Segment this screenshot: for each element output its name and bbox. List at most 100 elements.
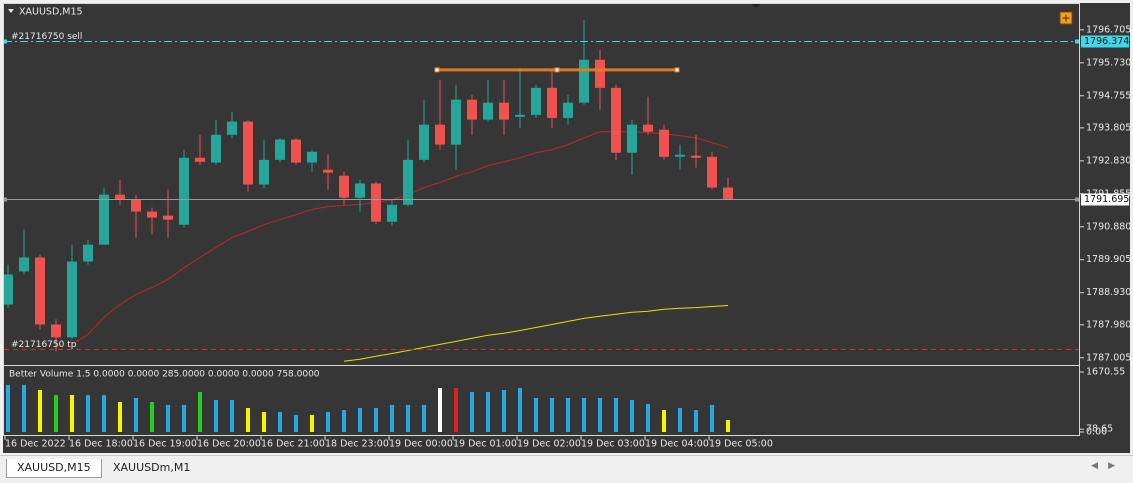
- volume-bar: [406, 404, 410, 432]
- candle-body: [371, 183, 381, 222]
- chart-background: [3, 3, 1130, 453]
- candle-body: [467, 99, 477, 120]
- volume-bar: [454, 388, 458, 432]
- level-marker: [4, 39, 7, 44]
- candle-body: [499, 102, 509, 120]
- candle-body: [227, 121, 237, 135]
- candle-body: [611, 87, 621, 153]
- y-tick-label: 1787.005: [1086, 352, 1131, 363]
- volume-bar: [38, 390, 42, 432]
- y-tick-label: 1788.930: [1086, 287, 1131, 298]
- candle-body: [259, 159, 269, 185]
- candle-body: [307, 151, 317, 163]
- candle-body: [19, 257, 29, 272]
- plot-frame: [3, 3, 1080, 436]
- tab-scroll[interactable]: ◀▶: [1091, 461, 1125, 471]
- volume-bar: [230, 399, 234, 432]
- volume-bar: [310, 415, 314, 432]
- candle-body: [355, 183, 365, 198]
- volume-bar: [102, 395, 106, 432]
- level-axis-box: [1081, 35, 1129, 48]
- volume-bar: [198, 391, 202, 432]
- volume-bar: [486, 391, 490, 432]
- x-tick-label: 16 Dec 20:00: [197, 439, 261, 450]
- candle-body: [243, 121, 253, 185]
- candle-body: [515, 114, 525, 117]
- candle-body: [595, 59, 605, 88]
- trendline-handle: [434, 67, 440, 73]
- chart-tab[interactable]: XAUUSDm,M1: [113, 461, 191, 474]
- volume-bar: [166, 404, 170, 432]
- candle-body: [131, 199, 141, 212]
- x-tick-label: 18 Dec 23:00: [325, 439, 389, 450]
- candle-body: [4, 274, 13, 305]
- volume-bar: [342, 410, 346, 432]
- level-marker: [1075, 197, 1079, 202]
- plus-icon: +: [1061, 12, 1070, 25]
- candle-body: [403, 159, 413, 205]
- candle-body: [339, 175, 349, 198]
- volume-bar: [518, 388, 522, 432]
- candle-body: [483, 102, 493, 120]
- chart-tab[interactable]: XAUUSD,M15: [6, 459, 102, 478]
- x-tick-label: 16 Dec 21:00: [261, 439, 325, 450]
- candle-body: [323, 169, 333, 173]
- trendline-handle: [674, 67, 680, 73]
- volume-bar: [294, 415, 298, 432]
- candle-body: [291, 139, 301, 163]
- candle-body: [387, 204, 397, 222]
- volume-bar: [374, 408, 378, 432]
- candle-body: [163, 215, 173, 220]
- y-tick-label: 1793.805: [1086, 122, 1131, 133]
- menu-arrow[interactable]: [8, 9, 14, 13]
- candle-body: [627, 124, 637, 153]
- y-tick-label: 0.00: [1086, 427, 1107, 438]
- volume-bar: [150, 402, 154, 432]
- candle-body: [547, 87, 557, 118]
- candle-body: [147, 211, 157, 218]
- candle-body: [723, 187, 733, 200]
- candle-body: [51, 324, 61, 338]
- level-label: #21716750 sell: [11, 32, 82, 42]
- candle-body: [675, 154, 685, 157]
- chart: XAUUSD,M15 + 1796.705 1795.730 1794.755 179…: [3, 3, 1131, 453]
- volume-bar: [182, 404, 186, 432]
- volume-bar: [726, 420, 730, 432]
- candle-body: [115, 194, 125, 200]
- candle-body: [691, 155, 701, 158]
- volume-bar: [678, 408, 682, 432]
- level-label: #21716750 tp: [11, 340, 77, 350]
- trendline-handle: [554, 67, 560, 73]
- x-tick-label: 19 Dec 00:00: [389, 439, 453, 450]
- volume-bar: [422, 404, 426, 432]
- indicator-title: Better Volume 1.5 0.0000 0.0000 285.0000…: [9, 370, 320, 380]
- volume-bar: [630, 399, 634, 432]
- volume-bar: [358, 408, 362, 432]
- volume-bar: [502, 390, 506, 432]
- volume-bar: [582, 397, 586, 432]
- candle-body: [211, 134, 221, 163]
- x-tick-label: 19 Dec 01:00: [453, 439, 517, 450]
- volume-bar: [278, 411, 282, 432]
- volume-bar: [262, 411, 266, 432]
- y-tick-label: 78.65: [1086, 424, 1113, 435]
- one-click-trading-button[interactable]: [1059, 11, 1073, 25]
- x-tick-label: 16 Dec 19:00: [133, 439, 197, 450]
- candle-body: [451, 99, 461, 145]
- candle-body: [531, 87, 541, 115]
- candle-body: [643, 124, 653, 132]
- price-plot: [4, 19, 733, 362]
- candle-body: [99, 194, 109, 245]
- volume-bar: [534, 397, 538, 432]
- chart-title: XAUUSD,M15: [19, 7, 83, 18]
- level-axis-box: [1081, 193, 1129, 206]
- volume-bar: [86, 395, 90, 432]
- volume-bar: [246, 408, 250, 432]
- y-tick-label: 1787.980: [1086, 319, 1131, 330]
- candle-body: [67, 261, 77, 338]
- candle-body: [435, 124, 445, 145]
- y-tick-label: 1670.55: [1086, 367, 1125, 378]
- volume-bar: [326, 411, 330, 432]
- candle-body: [195, 157, 205, 162]
